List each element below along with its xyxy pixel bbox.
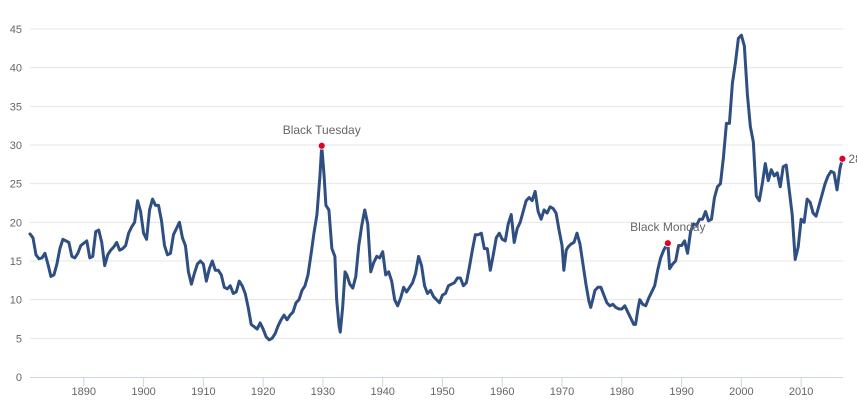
y-tick-label-15: 15	[10, 256, 22, 268]
y-tick-label-30: 30	[10, 140, 22, 152]
x-tick-label-1900: 1900	[131, 386, 155, 398]
y-tick-label-5: 5	[16, 333, 22, 345]
y-tick-label-45: 45	[10, 24, 22, 36]
y-tick-label-40: 40	[10, 63, 22, 75]
y-tick-label-10: 10	[10, 295, 22, 307]
x-axis	[30, 377, 843, 387]
x-tick-label-1890: 1890	[72, 386, 96, 398]
x-tick-label-1970: 1970	[550, 386, 574, 398]
series-group	[28, 33, 844, 342]
x-tick-label-1920: 1920	[251, 386, 275, 398]
x-tick-label-1910: 1910	[191, 386, 215, 398]
x-tick-label-1960: 1960	[490, 386, 514, 398]
x-tick-label-1990: 1990	[669, 386, 693, 398]
x-tick-label-1940: 1940	[370, 386, 394, 398]
horizontal-gridlines	[30, 28, 843, 339]
x-tick-label-2000: 2000	[729, 386, 753, 398]
y-tick-label-20: 20	[10, 217, 22, 229]
annotation-label-0: Black Tuesday	[283, 123, 361, 137]
annotation-marker-1[interactable]	[663, 239, 672, 248]
x-tick-label-1930: 1930	[311, 386, 335, 398]
series-line-0	[28, 33, 844, 342]
x-axis-tick-labels: 1890 1900 1910 1920 1930 1940 1950 1960 1970 1980…	[72, 386, 814, 398]
y-tick-label-35: 35	[10, 101, 22, 113]
annotation-label-1: Black Monday	[630, 220, 705, 234]
y-tick-label-0: 0	[16, 372, 22, 384]
y-axis-tick-labels: 0 5 10 15 20 25 30 35 40 45	[10, 24, 22, 384]
x-tick-label-1950: 1950	[430, 386, 454, 398]
annotation-marker-2[interactable]	[838, 154, 847, 163]
annotations-group: Black Tuesday Black Monday 28.22	[283, 123, 857, 248]
y-tick-label-25: 25	[10, 179, 22, 191]
annotation-label-2: 28.22	[848, 152, 857, 166]
x-tick-label-1980: 1980	[610, 386, 634, 398]
x-tick-label-2010: 2010	[789, 386, 813, 398]
annotation-marker-0[interactable]	[317, 141, 326, 150]
